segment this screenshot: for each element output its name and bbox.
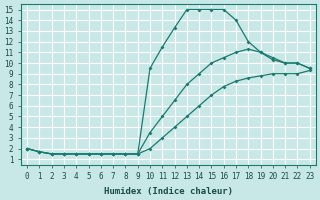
X-axis label: Humidex (Indice chaleur): Humidex (Indice chaleur)	[104, 187, 233, 196]
